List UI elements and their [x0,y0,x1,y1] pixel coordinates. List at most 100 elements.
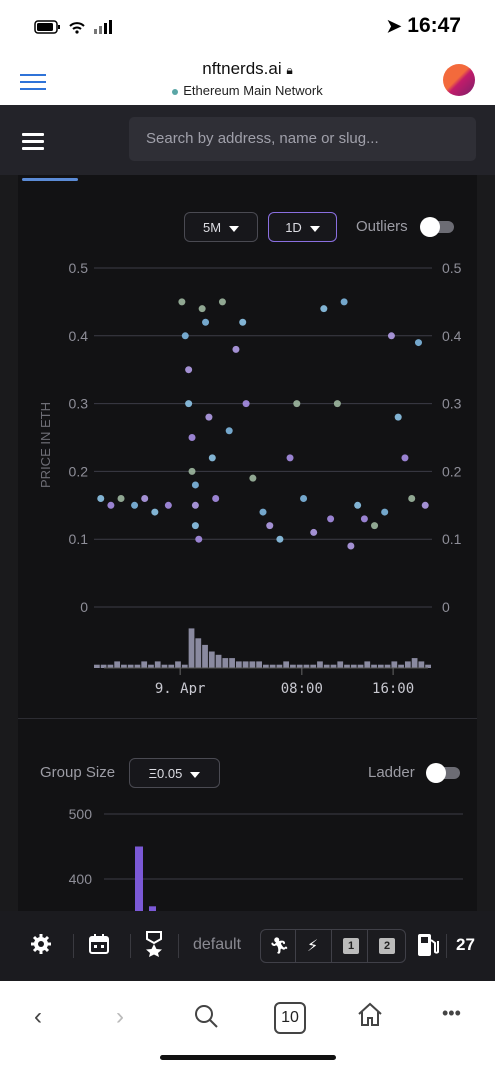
volume-bar [168,664,175,668]
scatter-point [191,522,199,530]
x-ticks: 9. Apr 08:00 16:00 [155,668,414,695]
scatter-point [232,345,240,353]
toolbar-divider [178,934,179,958]
slot-1-button[interactable]: 1 [343,938,359,954]
scatter-point [371,522,379,530]
gear-icon[interactable] [30,933,52,960]
calendar-icon[interactable] [88,933,110,960]
scatter-point [293,400,301,408]
section-divider [18,718,477,719]
scatter-point [401,454,409,462]
volume-bar [269,664,276,668]
back-icon[interactable]: ‹ [34,1003,42,1030]
scatter-point [191,501,199,509]
volume-bar [317,661,323,668]
status-time: ➤ 16:47 [386,14,461,37]
volume-bar [425,664,431,668]
scatter-point [202,318,210,326]
scatter-points [97,298,429,550]
scatter-point [259,508,267,516]
volume-bar [222,658,229,668]
price-scatter-chart: PRICE IN ETH 0.50.40.30.20.10 0.50.40.30… [38,260,462,695]
search-input[interactable]: Search by address, name or slug... [129,117,476,161]
outliers-toggle[interactable] [420,217,454,237]
volume-bar [350,664,357,668]
volume-bar [276,664,283,668]
volume-bar [404,661,411,668]
scatter-point [310,528,318,536]
volume-bar [235,661,242,668]
volume-bar [107,664,114,668]
hamburger-menu-icon[interactable] [22,129,44,154]
range-dropdown[interactable]: 5M [184,212,258,242]
scatter-point [225,427,233,435]
y-ticks-left: 0.5 0.4 0.3 0.2 0.1 0 [69,260,89,615]
volume-bar [114,661,121,668]
active-tab-indicator [22,178,78,181]
network-indicator: Ethereum Main Network [0,83,495,98]
volume-bar [100,664,107,668]
y-axis-label: PRICE IN ETH [38,402,53,488]
network-dot-icon [172,88,179,95]
scatter-point [394,413,402,421]
y-tick-label: 400 [69,871,93,887]
volume-bar [256,661,262,668]
forward-icon[interactable]: › [116,1003,124,1030]
chevron-down-icon [229,225,240,232]
gas-pump-icon[interactable] [417,932,439,963]
chevron-down-icon [190,771,201,778]
scatter-point [381,508,389,516]
search-icon[interactable] [193,1003,219,1036]
browser-menu-icon[interactable] [20,69,46,95]
avatar[interactable] [443,64,475,96]
more-icon[interactable]: ••• [442,1003,461,1023]
home-icon[interactable] [357,1001,383,1034]
x-tick-label: 9. Apr [155,681,206,695]
bottom-toolbar: default 🏃︎ ⚡︎ 1 2 27 [0,911,495,981]
toolbar-divider [446,934,447,958]
volume-bar [310,664,317,668]
browser-header: nftnerds.ai 🔒︎ Ethereum Main Network [0,52,495,105]
volume-bar [242,661,249,668]
volume-bar [391,661,398,668]
medal-icon[interactable] [144,931,164,962]
url-bar[interactable]: nftnerds.ai 🔒︎ [202,59,293,78]
interval-dropdown[interactable]: 1D [268,212,337,242]
lightning-icon[interactable]: ⚡︎ [307,938,319,955]
volume-bars [94,628,431,668]
volume-bar [208,651,215,668]
scatter-point [354,501,362,509]
scatter-point [208,454,216,462]
volume-bar [323,664,330,668]
volume-bar [195,638,202,668]
volume-bar [330,664,337,668]
walk-icon[interactable]: 🏃︎ [269,938,290,955]
volume-bar [418,661,425,668]
app-navbar: Search by address, name or slug... [0,105,495,175]
y-tick-label: 0.4 [442,328,462,344]
scatter-point [286,454,294,462]
scatter-point [239,318,247,326]
volume-bar [188,628,195,668]
volume-bar [398,664,404,668]
x-tick-label: 16:00 [372,681,414,695]
status-bar: ➤ 16:47 [0,0,495,52]
volume-bar [229,658,235,668]
tabs-button[interactable]: 10 [274,1002,306,1034]
scatter-point [276,535,284,543]
volume-bar [371,664,377,668]
y-tick-label: 0.1 [69,531,89,547]
scatter-point [185,366,193,374]
scatter-point [333,400,341,408]
group-size-dropdown[interactable]: Ξ0.05 [129,758,220,788]
slot-2-button[interactable]: 2 [379,938,395,954]
ladder-toggle[interactable] [426,763,460,783]
volume-bar [134,664,141,668]
y-tick-label: 0.3 [442,396,462,412]
scatter-point [242,400,250,408]
y-tick-label: 0 [80,599,88,615]
histogram-grid: 500 400 [69,806,463,887]
volume-bar [283,661,290,668]
volume-bar [127,664,134,668]
scatter-point [195,535,203,543]
